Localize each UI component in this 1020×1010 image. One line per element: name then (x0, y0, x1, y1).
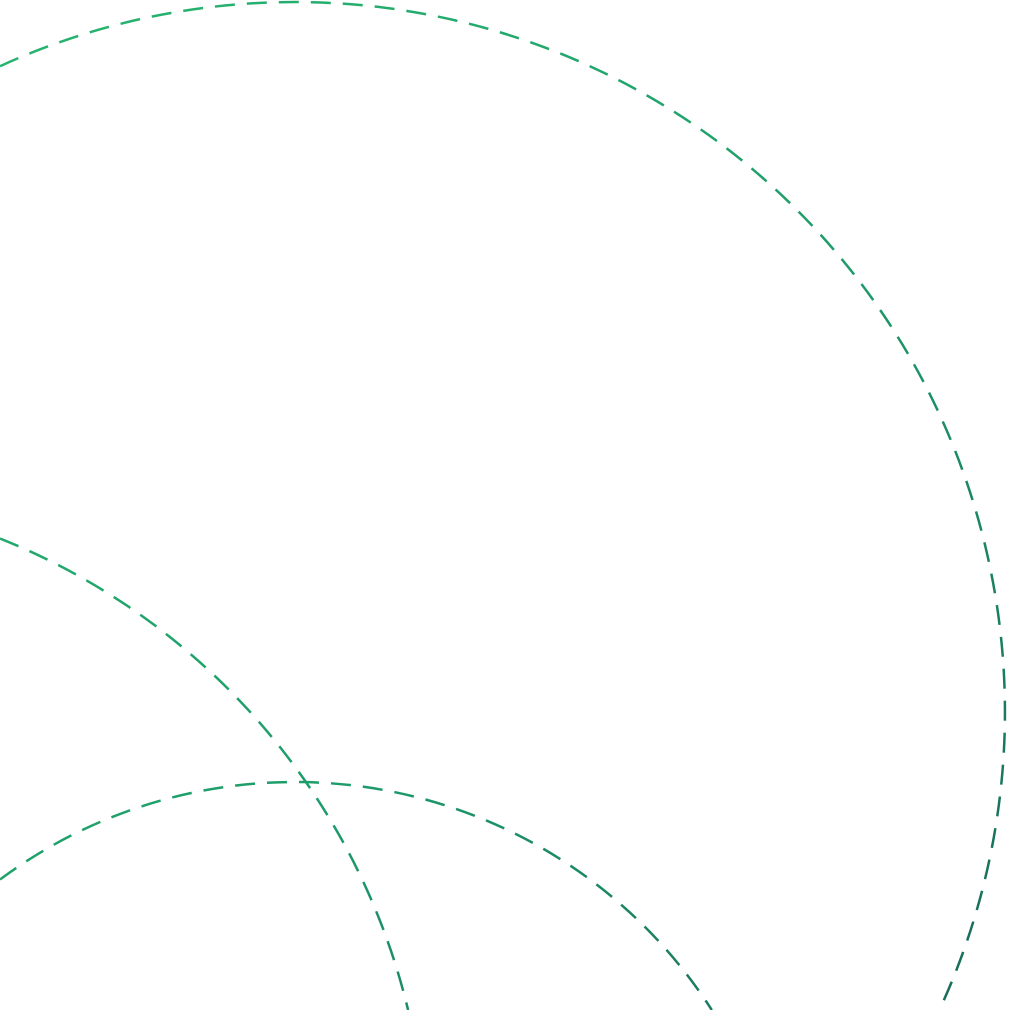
left-dashed-circle (0, 537, 410, 1010)
bottom-dashed-circle (0, 780, 713, 1010)
